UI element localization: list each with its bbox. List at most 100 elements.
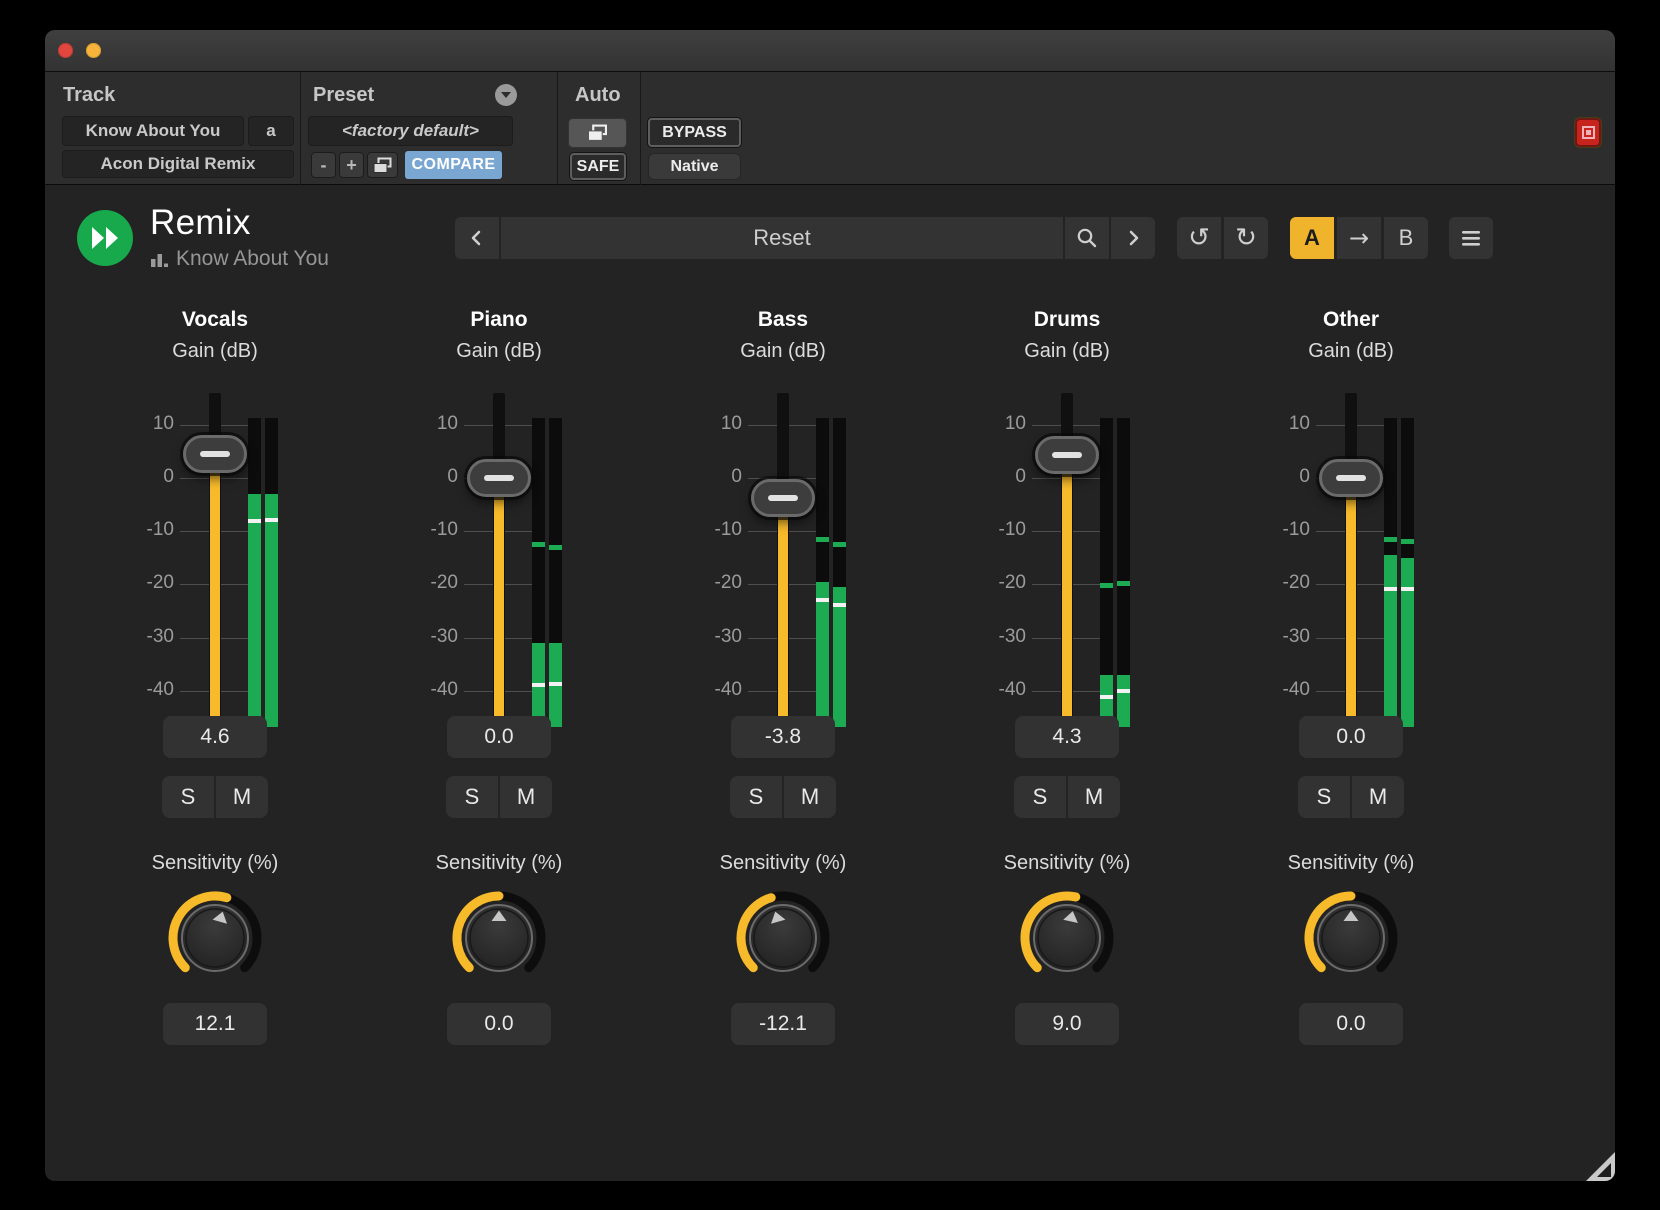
sensitivity-knob[interactable] — [1012, 883, 1122, 993]
solo-button[interactable]: S — [1298, 776, 1350, 818]
preset-search-button[interactable] — [1065, 217, 1109, 259]
level-meter-right — [549, 418, 562, 727]
scale-tick-label: -20 — [998, 572, 1026, 594]
minus-label: - — [320, 154, 327, 175]
sensitivity-value-box[interactable]: -12.1 — [731, 1003, 835, 1045]
close-window-button[interactable] — [58, 43, 73, 58]
solo-mute-group: S M — [730, 776, 836, 818]
gain-fader-thumb[interactable] — [1035, 436, 1099, 475]
sensitivity-param-label: Sensitivity (%) — [1003, 852, 1131, 874]
preset-librarian-selector[interactable]: <factory default> — [308, 116, 513, 598]
meter-peak-line — [1100, 694, 1113, 699]
fast-forward-icon — [92, 227, 118, 249]
window-titlebar[interactable] — [45, 30, 1615, 72]
level-meter-left — [1100, 418, 1113, 727]
gain-fader-thumb[interactable] — [751, 479, 815, 518]
solo-mute-group: S M — [446, 776, 552, 818]
solo-button[interactable]: S — [1014, 776, 1066, 818]
solo-mute-group: S M — [1298, 776, 1404, 818]
undo-button[interactable]: ↺ — [1177, 217, 1221, 259]
minimize-window-button[interactable] — [86, 43, 101, 58]
scale-tick-label: -20 — [714, 572, 742, 594]
compare-button[interactable]: COMPARE — [405, 151, 502, 179]
sensitivity-knob[interactable] — [444, 883, 554, 993]
automation-window-button[interactable] — [568, 118, 627, 148]
undo-icon: ↺ — [1188, 223, 1210, 253]
copy-settings-button[interactable] — [367, 152, 398, 178]
channel-strip: Piano Gain (dB) 10 0 -10 -20 -30 -40 0.0 S M … — [357, 300, 641, 1075]
meter-peak-line — [1384, 587, 1397, 592]
solo-button[interactable]: S — [446, 776, 498, 818]
plugin-automation-enable-button[interactable] — [1575, 118, 1601, 147]
divider — [640, 72, 641, 185]
automation-safe-button[interactable]: SAFE — [570, 153, 626, 180]
sensitivity-knob[interactable] — [728, 883, 838, 993]
previous-preset-button[interactable]: - — [311, 152, 336, 178]
mute-button[interactable]: M — [1068, 776, 1120, 818]
next-preset-button[interactable]: + — [339, 152, 364, 178]
divider — [300, 72, 301, 185]
plugin-selector[interactable]: Acon Digital Remix — [62, 150, 294, 632]
gain-value-box[interactable]: 4.6 — [163, 716, 267, 758]
gain-fader-thumb[interactable] — [183, 434, 247, 473]
gain-value-box[interactable]: 0.0 — [1299, 716, 1403, 758]
track-selector[interactable]: Know About You — [62, 116, 265, 598]
redo-button[interactable]: ↻ — [1224, 217, 1268, 259]
sensitivity-knob[interactable] — [1296, 883, 1406, 993]
mute-button[interactable]: M — [784, 776, 836, 818]
main-menu-button[interactable] — [1449, 217, 1493, 259]
meter-bar — [1401, 557, 1414, 727]
ab-state-b-button[interactable]: B — [1384, 217, 1428, 259]
sensitivity-value-box[interactable]: 0.0 — [447, 1003, 551, 1045]
level-meter-right — [833, 418, 846, 727]
meter-peak-line — [532, 682, 545, 687]
scale-tick-label: 10 — [436, 412, 458, 434]
sensitivity-value-box[interactable]: 9.0 — [1015, 1003, 1119, 1045]
scale-tick-label: -40 — [1282, 678, 1310, 700]
automation-target-icon — [1581, 126, 1595, 139]
fader-fill — [210, 453, 220, 727]
ab-copy-button[interactable]: → — [1337, 217, 1381, 259]
playlist-selector[interactable]: a — [248, 116, 451, 598]
bypass-button[interactable]: BYPASS — [648, 118, 741, 147]
gain-value-box[interactable]: -3.8 — [731, 716, 835, 758]
window-resize-handle[interactable] — [1585, 1151, 1615, 1181]
scale-tick-label: -40 — [998, 678, 1026, 700]
current-preset-field[interactable]: Reset — [501, 217, 1063, 259]
gain-value-box[interactable]: 0.0 — [447, 716, 551, 758]
strip-name: Drums — [1033, 308, 1101, 331]
gain-fader-thumb[interactable] — [467, 459, 531, 497]
preset-menu-button[interactable] — [495, 84, 517, 106]
sensitivity-param-label: Sensitivity (%) — [719, 852, 847, 874]
fader-fill — [778, 498, 788, 727]
fader-block: 10 0 -10 -20 -30 -40 — [120, 393, 310, 733]
solo-button[interactable]: S — [730, 776, 782, 818]
solo-button[interactable]: S — [162, 776, 214, 818]
level-meter-right — [265, 418, 278, 727]
strip-name: Bass — [757, 308, 809, 331]
gain-fader-thumb[interactable] — [1319, 459, 1383, 497]
gain-value-box[interactable]: 4.3 — [1015, 716, 1119, 758]
sensitivity-param-label: Sensitivity (%) — [1287, 852, 1415, 874]
sensitivity-value-box[interactable]: 0.0 — [1299, 1003, 1403, 1045]
meter-peak-hold — [532, 541, 545, 547]
sensitivity-value-box[interactable]: 12.1 — [163, 1003, 267, 1045]
mute-button[interactable]: M — [1352, 776, 1404, 818]
meter-peak-hold — [1401, 539, 1414, 545]
previous-preset-arrow-button[interactable] — [455, 217, 499, 259]
meter-bar — [265, 493, 278, 727]
scale-tick-label: 0 — [1299, 466, 1310, 487]
scale-tick-label: -30 — [146, 625, 174, 647]
plugin-format-button[interactable]: Native — [648, 153, 741, 180]
compare-label: COMPARE — [411, 156, 496, 173]
solo-mute-group: S M — [1014, 776, 1120, 818]
ab-state-a-button[interactable]: A — [1290, 217, 1334, 259]
scale-tick-label: 0 — [1015, 466, 1026, 487]
scale-tick-label: -30 — [1282, 625, 1310, 647]
track-section-label: Track — [63, 84, 116, 106]
mute-button[interactable]: M — [500, 776, 552, 818]
sensitivity-knob[interactable] — [160, 883, 270, 993]
next-preset-arrow-button[interactable] — [1111, 217, 1155, 259]
gain-param-label: Gain (dB) — [1308, 340, 1394, 362]
mute-button[interactable]: M — [216, 776, 268, 818]
